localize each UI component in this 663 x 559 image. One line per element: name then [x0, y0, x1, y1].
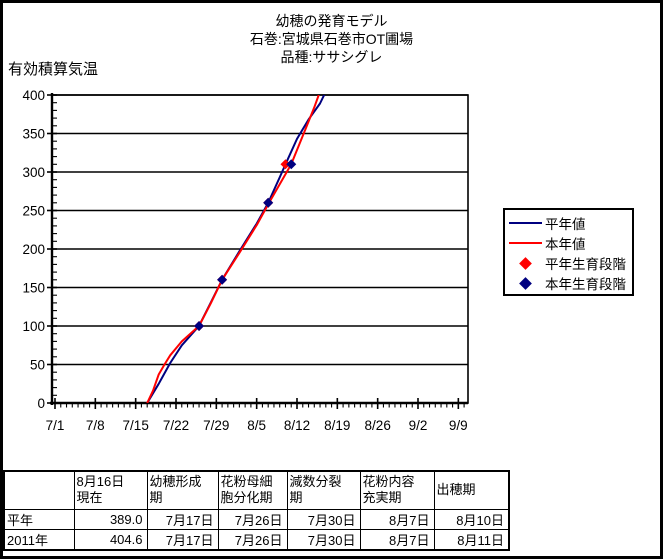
col-header — [3, 470, 75, 510]
chart-subtitle-location: 石巻:宮城県石巻市OT圃場 — [249, 31, 414, 47]
series-lines — [146, 95, 326, 403]
y-axis-title: 有効積算気温 — [8, 61, 99, 78]
gridlines-and-axes — [47, 93, 469, 409]
red-diamond-icon — [518, 256, 532, 270]
x-tick-label: 7/15 — [123, 418, 149, 433]
table-row: 平年 389.0 7月17日 7月26日 7月30日 8月7日 8月10日 — [3, 508, 510, 530]
legend-label: 平年生育段階 — [545, 257, 626, 272]
table-cell: 7月26日 — [217, 528, 288, 550]
y-tick-label: 150 — [22, 281, 45, 296]
chart-title: 幼穂の発育モデル — [275, 13, 388, 29]
y-tick-label: 200 — [22, 242, 45, 257]
x-tick-label: 9/9 — [449, 418, 468, 433]
x-tick-label: 7/22 — [163, 418, 189, 433]
legend-item-thisyear-stage: 本年生育段階 — [505, 273, 632, 293]
legend-label: 本年生育段階 — [545, 277, 626, 292]
table-cell: 404.6 — [73, 528, 148, 550]
red-line-swatch-icon — [508, 242, 542, 244]
col-header: 花粉内容 充実期 — [359, 470, 435, 510]
legend-label: 平年値 — [545, 217, 586, 232]
table-row: 2011年 404.6 7月17日 7月26日 7月30日 8月7日 8月11日 — [3, 528, 510, 550]
navy-diamond-icon — [518, 276, 532, 290]
stage-table: 8月16日 現在 幼穂形成 期 花粉母細 胞分化期 減数分裂 期 花粉内容 充実… — [3, 470, 510, 551]
chart-title-block: 幼穂の発育モデル 石巻:宮城県石巻市OT圃場 品種:ササシグレ — [3, 12, 660, 66]
table-cell: 8月10日 — [433, 508, 510, 530]
y-tick-label: 250 — [22, 204, 45, 219]
y-tick-label: 100 — [22, 319, 45, 334]
table-cell: 8月7日 — [359, 508, 435, 530]
table-cell: 8月7日 — [359, 528, 435, 550]
table-cell: 7月26日 — [217, 508, 288, 530]
x-tick-label: 7/29 — [203, 418, 229, 433]
chart-subtitle-variety: 品種:ササシグレ — [280, 49, 383, 65]
row-header: 2011年 — [3, 528, 75, 550]
y-tick-label: 300 — [22, 165, 45, 180]
x-tick-label: 7/8 — [86, 418, 105, 433]
y-tick-labels: 400 350 300 250 200 150 100 50 0 — [22, 88, 45, 411]
table-cell: 8月11日 — [433, 528, 510, 550]
legend-item-thisyear-line: 本年値 — [505, 233, 632, 253]
legend-item-normal-line: 平年値 — [505, 213, 632, 233]
table-header-row: 8月16日 現在 幼穂形成 期 花粉母細 胞分化期 減数分裂 期 花粉内容 充実… — [3, 470, 510, 510]
table-cell: 389.0 — [73, 508, 148, 530]
y-tick-label: 350 — [22, 127, 45, 142]
growth-stage-markers — [194, 159, 297, 331]
legend-label: 本年値 — [545, 237, 586, 252]
col-header: 出穂期 — [433, 470, 510, 510]
x-tick-labels: 7/1 7/8 7/15 7/22 7/29 8/5 8/12 8/19 8/2… — [46, 418, 468, 433]
x-tick-label: 9/2 — [409, 418, 428, 433]
legend: 平年値 本年値 平年生育段階 本年生育段階 — [503, 208, 634, 296]
col-header: 幼穂形成 期 — [146, 470, 219, 510]
row-header: 平年 — [3, 508, 75, 530]
x-tick-label: 8/12 — [284, 418, 310, 433]
y-tick-label: 50 — [30, 358, 45, 373]
x-tick-label: 8/5 — [247, 418, 266, 433]
col-header: 花粉母細 胞分化期 — [217, 470, 288, 510]
table-cell: 7月30日 — [286, 508, 361, 530]
table-cell: 7月17日 — [146, 528, 219, 550]
table-cell: 7月17日 — [146, 508, 219, 530]
x-tick-label: 8/19 — [324, 418, 350, 433]
navy-line-swatch-icon — [508, 222, 542, 224]
y-tick-label: 400 — [22, 88, 45, 103]
table-cell: 7月30日 — [286, 528, 361, 550]
legend-item-normal-stage: 平年生育段階 — [505, 253, 632, 273]
x-tick-label: 7/1 — [46, 418, 65, 433]
y-tick-label: 0 — [37, 396, 45, 411]
x-tick-label: 8/26 — [365, 418, 391, 433]
col-header: 8月16日 現在 — [73, 470, 148, 510]
col-header: 減数分裂 期 — [286, 470, 361, 510]
